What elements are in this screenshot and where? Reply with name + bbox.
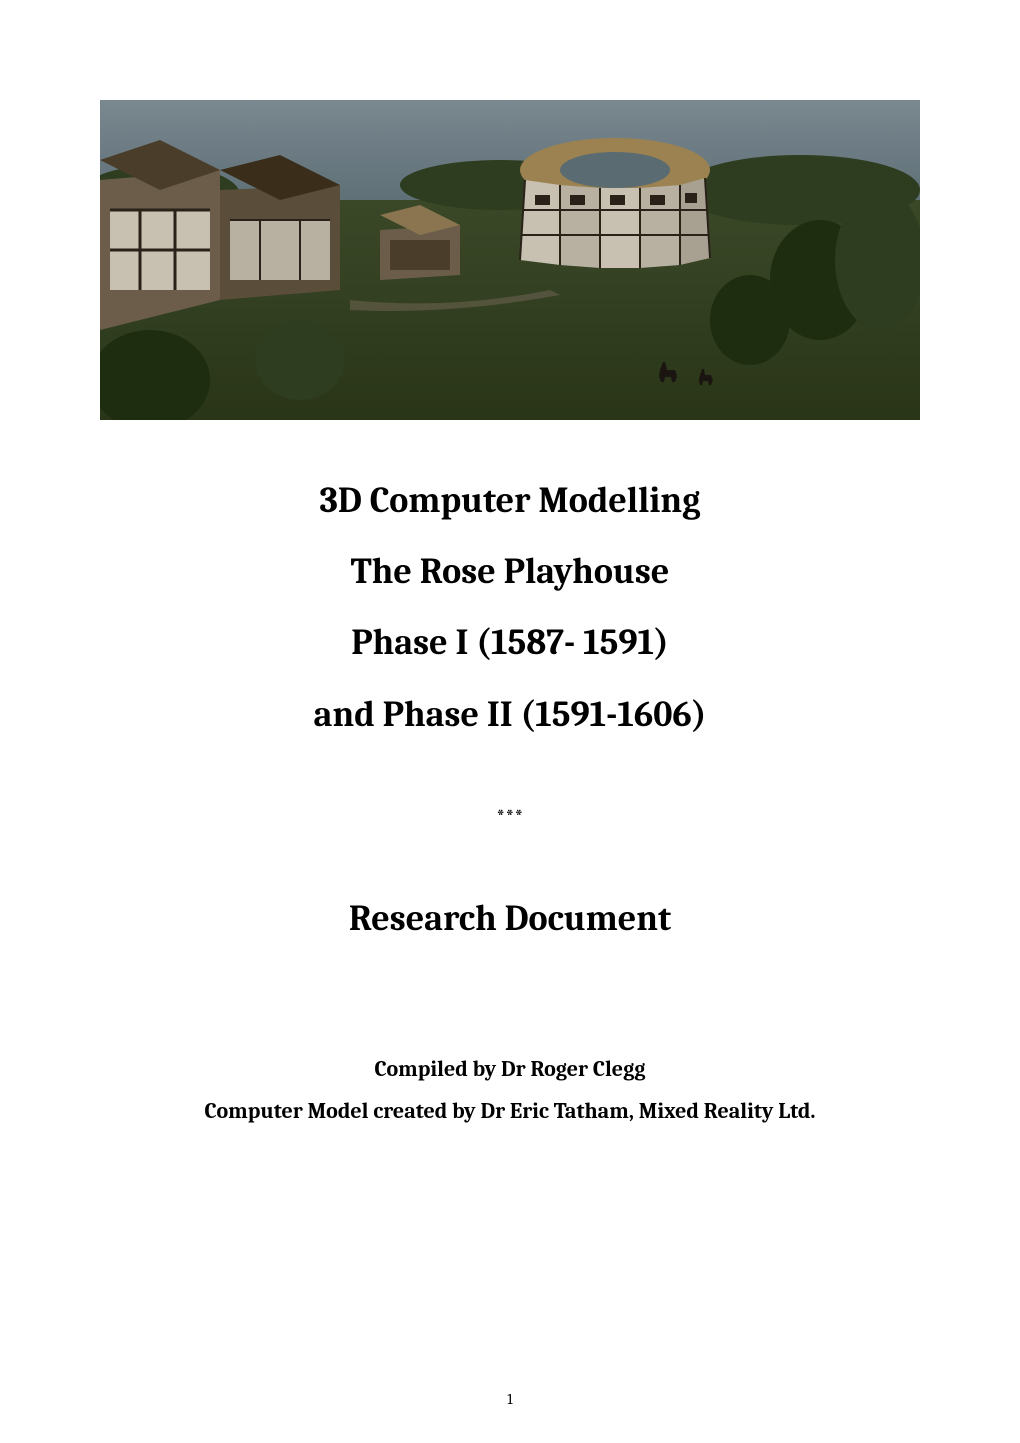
title-line-3: Phase I (1587- 1591) [100,612,920,673]
hero-image [100,100,920,420]
byline-block: Compiled by Dr Roger Clegg Computer Mode… [100,1049,920,1133]
page-number: 1 [0,1390,1020,1408]
title-block: 3D Computer Modelling The Rose Playhouse… [100,470,920,745]
title-line-4: and Phase II (1591-1606) [100,684,920,745]
separator: *** [100,805,920,828]
byline-credit: Computer Model created by Dr Eric Tatham… [100,1091,920,1133]
title-line-2: The Rose Playhouse [100,541,920,602]
byline-author: Compiled by Dr Roger Clegg [100,1049,920,1091]
title-line-1: 3D Computer Modelling [100,470,920,531]
subtitle: Research Document [100,898,920,939]
